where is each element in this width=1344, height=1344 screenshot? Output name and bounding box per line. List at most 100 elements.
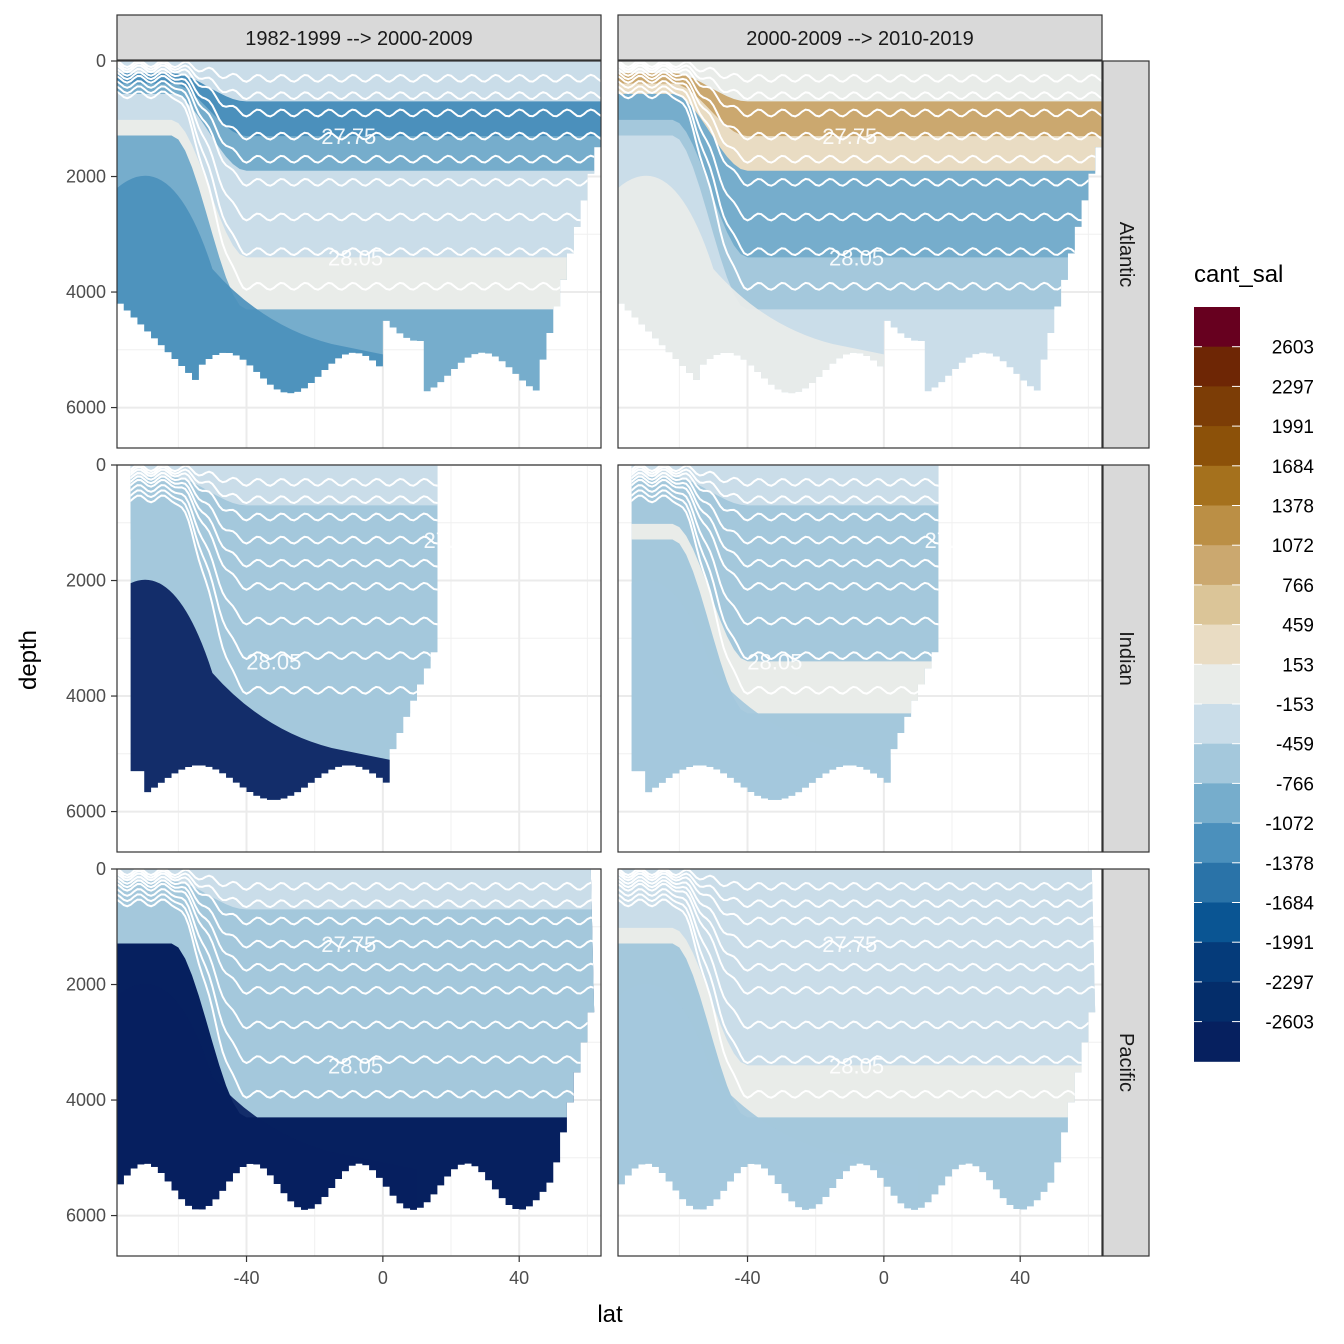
legend-label: 459 [1282,616,1314,637]
isopycnal-contour [117,85,602,257]
isopycnal-contour [117,869,595,909]
panel-border [116,464,602,853]
isopycnal-contour [631,489,939,661]
x-tick-label: -40 [234,1268,260,1288]
isopycnal-contour [117,61,602,101]
panel-atlantic-2: 27.75 28.05 [617,60,1103,449]
row-strip-label: Atlantic [1115,222,1137,288]
isopycnal-contour [117,893,595,1065]
band-surface [117,61,601,102]
row-strip-label: Indian [1115,631,1137,686]
isopycnal-label: 27.75 [822,932,877,957]
panel-border [617,464,1103,853]
panel-border [617,868,1103,1257]
panel-indian-1: 27.75 28.05 [116,464,602,853]
y-tick-label: 0 [96,859,106,879]
isopycnal-contour [117,90,602,291]
legend-label: 153 [1282,655,1314,676]
isopycnal-contour [117,80,602,222]
legend-swatch [1194,743,1240,784]
y-tick-label: 2000 [66,571,106,591]
legend-label: 1991 [1272,417,1314,438]
isopycnal-contour [618,893,1096,1065]
legend-swatch [1194,704,1240,745]
isopycnal-contour [130,484,438,626]
y-tick-label: 0 [96,51,106,71]
legend-swatch [1194,426,1240,467]
isopycnal-contour [618,61,1103,101]
y-axis-title: depth [15,630,42,690]
isopycnal-label: 28.05 [829,1053,884,1078]
isopycnal-contour [631,484,939,626]
isopycnal-contour [631,468,939,522]
isopycnal-contour [618,879,1096,972]
legend-label: -1991 [1265,933,1314,954]
isopycnal-contour [117,876,595,949]
isopycnal-contour [618,61,1103,83]
isopycnal-contour [117,888,595,1030]
isopycnal-contour [130,489,438,661]
y-tick-label: 4000 [66,282,106,302]
isopycnal-label: 28.05 [829,245,884,270]
column-strip-label: 1982-1999 --> 2000-2009 [245,28,472,50]
legend: cant_sal 2603 2297 1991 1684 1378 1072 766 459 1… [1194,261,1314,1062]
isopycnal-contour [631,494,939,695]
y-tick-label: 4000 [66,1090,106,1110]
isopycnal-contour [618,898,1096,1099]
legend-swatch [1194,823,1240,864]
isopycnal-contour [631,472,939,545]
isopycnal-contour [130,478,438,591]
legend-label: -1072 [1265,814,1314,835]
legend-label: -2297 [1265,973,1314,994]
isopycnal-contour [631,475,939,568]
isopycnal-contour [631,465,939,487]
band-surface [117,869,595,910]
legend-swatch [1194,386,1240,427]
legend-label: 1072 [1272,536,1314,557]
strips-layer: 1982-1999 --> 2000-2009 2000-2009 --> 201… [116,14,1150,1257]
isopycnal-label: 28.05 [328,245,383,270]
row-strip-label: Pacific [1115,1033,1137,1092]
isopycnal-contour [618,90,1103,291]
isopycnal-contour [618,872,1096,926]
isopycnal-contour [618,876,1096,949]
isopycnal-contour [618,85,1103,257]
legend-swatch [1194,783,1240,824]
legend-swatch [1194,505,1240,546]
band-surface [618,61,1102,102]
isopycnal-contour [618,64,1103,118]
band-surface [618,869,1096,910]
isopycnal-contour [631,465,939,505]
legend-label: 2603 [1272,338,1314,359]
legend-swatch [1194,584,1240,626]
isopycnal-contour [618,80,1103,222]
panel-atlantic-1: 27.75 28.05 [116,60,602,449]
isopycnal-contour [117,898,595,1099]
x-tick-label: 40 [509,1268,529,1288]
section-fill [618,869,1096,1210]
legend-swatch [1194,545,1240,586]
y-tick-label: 6000 [66,802,106,822]
row-strip [1102,868,1150,1257]
isopycnal-contour [130,468,438,522]
axes-layer: 020004000600002000400060000200040006000-… [66,51,1030,1288]
legend-label: -2603 [1265,1013,1314,1034]
isopycnal-contour [117,64,602,118]
band-surface [130,465,438,506]
y-tick-label: 2000 [66,167,106,187]
isopycnal-label: 28.05 [328,1053,383,1078]
column-strip [116,14,602,61]
y-tick-label: 6000 [66,398,106,418]
x-tick-label: -40 [735,1268,761,1288]
isopycnal-contour [618,869,1096,909]
isopycnal-contour [130,472,438,545]
panel-pacific-2: 27.75 28.05 [617,868,1103,1257]
section-fill [618,61,1103,394]
panel-border [617,60,1103,449]
legend-swatch [1194,1021,1240,1062]
y-tick-label: 0 [96,455,106,475]
y-tick-label: 4000 [66,686,106,706]
isopycnal-contour [130,465,438,505]
isopycnal-contour [618,68,1103,141]
panel-indian-2: 27.75 28.05 [617,464,1103,853]
